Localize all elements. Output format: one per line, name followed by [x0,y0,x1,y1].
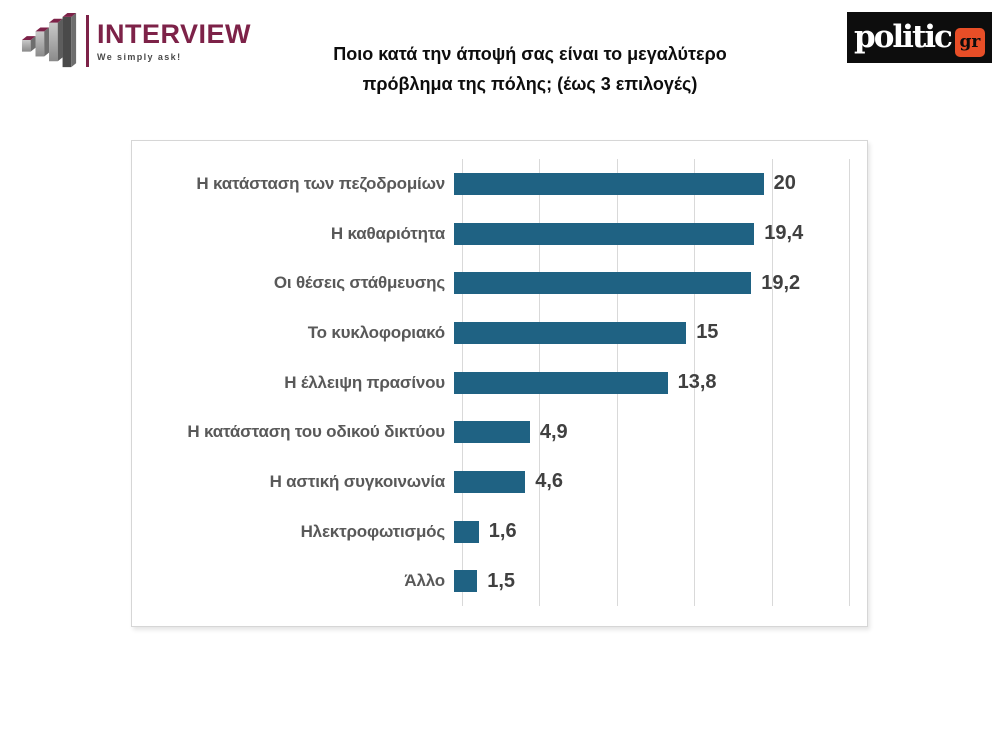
chart-rows: Η κατάσταση των πεζοδρομίων 20 Η καθαριότη… [132,159,867,606]
logo-divider [86,15,89,67]
chart-row: Η καθαριότητα 19,4 [132,209,867,259]
value-label: 19,4 [764,222,804,244]
bar-area: 13,8 [454,358,867,408]
chart-row: Η αστική συγκοινωνία 4,6 [132,457,867,507]
category-label: Το κυκλοφοριακό [307,322,445,342]
category-label: Άλλο [404,571,445,591]
value-label: 4,6 [535,470,564,493]
bar [454,222,755,245]
category-label: Η αστική συγκοινωνία [269,471,446,491]
value-label: 20 [773,172,796,195]
bar [454,172,764,195]
category-label: Η κατάσταση του οδικού δικτύου [187,422,445,442]
chart-row: Η κατάσταση των πεζοδρομίων 20 [132,159,867,209]
bar [454,321,687,344]
value-label: 13,8 [677,371,717,394]
gridline [771,159,773,606]
bar-area: 1,6 [454,507,867,557]
bar-area: 19,2 [454,258,867,308]
bar [454,470,526,493]
politic-logo: politic gr [847,12,992,63]
chart-row: Οι θέσεις στάθμευσης 19,2 [132,258,867,308]
interview-bars-icon [21,12,77,68]
bar-area: 1,5 [454,556,867,606]
interview-logo: INTERVIEW We simply ask! [20,12,251,70]
chart-row: Ηλεκτροφωτισμός 1,6 [132,507,867,557]
value-label: 1,5 [487,569,516,592]
value-label: 19,2 [761,271,801,294]
bar-area: 4,9 [454,407,867,457]
category-label: Η κατάσταση των πεζοδρομίων [196,173,445,193]
interview-wordmark: INTERVIEW [97,18,252,49]
bar [454,570,478,593]
bar-area: 4,6 [454,457,867,507]
interview-tagline: We simply ask! [97,51,182,62]
category-label: Η έλλειψη πρασίνου [284,372,445,392]
chart-row: Η κατάσταση του οδικού δικτύου 4,9 [132,407,867,457]
value-label: 1,6 [488,520,517,543]
category-label: Ηλεκτροφωτισμός [300,521,446,541]
gridline [849,159,850,606]
politic-gr-badge-text: gr [959,32,981,52]
bar-area: 20 [454,159,867,209]
chart-row: Η έλλειψη πρασίνου 13,8 [132,358,867,408]
bar-area: 15 [454,308,867,358]
plot-region: Η κατάσταση των πεζοδρομίων 20 Η καθαριότη… [132,159,867,606]
chart-row: Το κυκλοφοριακό 15 [132,308,867,358]
gridline [694,159,696,606]
category-label: Η καθαριότητα [330,223,445,243]
politic-wordmark: politic [854,19,953,55]
bar-area: 19,4 [454,209,867,259]
bar [454,272,752,295]
bar [454,371,668,394]
category-label: Οι θέσεις στάθμευσης [273,273,445,293]
bar [454,520,479,543]
value-label: 4,9 [539,420,568,443]
politic-gr-badge: gr [954,28,985,57]
chart-row: Άλλο 1,5 [132,556,867,606]
page-title-line1: Ποιο κατά την άποψή σας είναι το μεγαλύτ… [333,44,727,64]
bar [454,421,530,444]
chart-card: Η κατάσταση των πεζοδρομίων 20 Η καθαριότη… [131,140,868,627]
value-label: 15 [696,321,719,344]
page-title-line2: πρόβλημα της πόλης; (έως 3 επιλογές) [362,73,698,94]
page-title: Ποιο κατά την άποψή σας είναι το μεγαλύτ… [260,40,800,99]
